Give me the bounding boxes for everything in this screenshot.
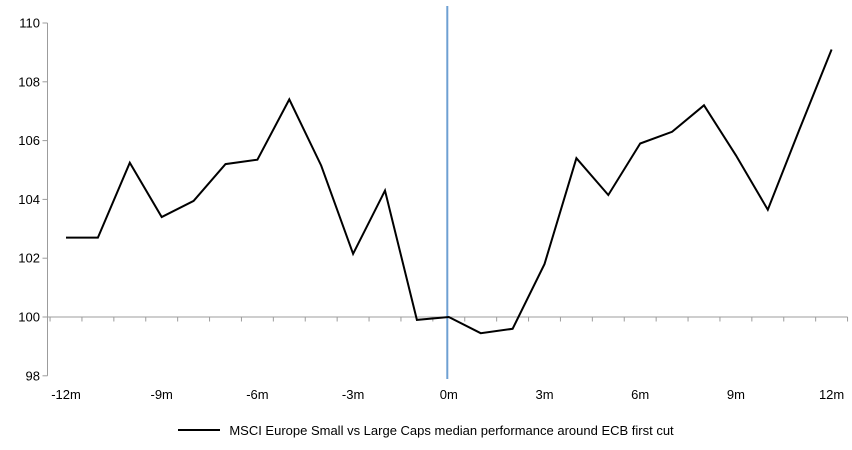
legend: MSCI Europe Small vs Large Caps median p…	[0, 421, 852, 439]
legend-line-sample	[178, 429, 221, 431]
x-axis-tick-label: -12m	[51, 387, 81, 402]
x-axis-tick-label: -3m	[342, 387, 364, 402]
y-axis-tick-label: 108	[18, 74, 40, 89]
x-axis-tick-label: 6m	[631, 387, 649, 402]
y-axis-tick-label: 106	[18, 133, 40, 148]
y-axis-tick-label: 110	[19, 16, 40, 31]
y-axis-tick-label: 98	[26, 368, 40, 383]
x-axis-tick-label: 3m	[535, 387, 553, 402]
y-axis-tick-label: 100	[18, 310, 40, 325]
y-axis-tick-label: 102	[18, 251, 40, 266]
x-axis-tick-label: 0m	[440, 387, 458, 402]
x-axis-tick-label: -9m	[151, 387, 173, 402]
x-axis-tick-label: -6m	[246, 387, 268, 402]
x-axis-tick-label: 12m	[819, 387, 844, 402]
y-axis-tick-label: 104	[18, 192, 40, 207]
series-line	[66, 49, 833, 335]
x-axis-tick-label: 9m	[727, 387, 745, 402]
legend-label: MSCI Europe Small vs Large Caps median p…	[229, 422, 674, 438]
